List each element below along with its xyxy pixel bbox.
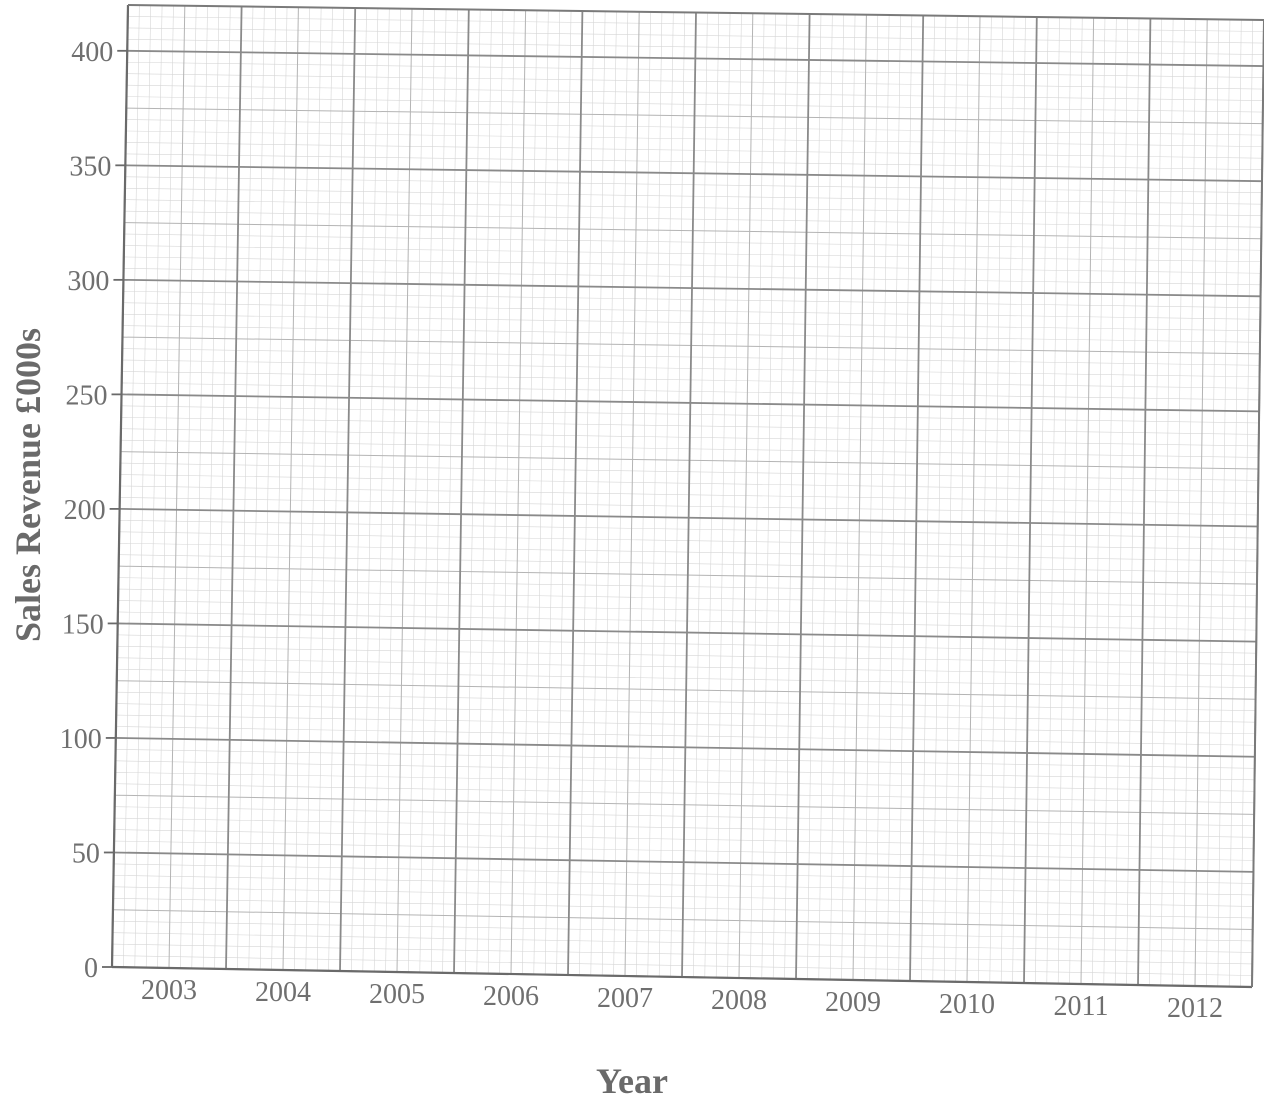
plot-right-border — [1251, 19, 1264, 988]
y-tick-label: 0 — [84, 953, 98, 984]
y-axis-line — [110, 4, 130, 968]
y-tick-label: 300 — [67, 266, 109, 297]
y-tick-label: 400 — [71, 37, 113, 68]
x-tick-label: 2010 — [939, 989, 995, 1020]
medium-grid — [112, 5, 1263, 987]
x-tick-label: 2005 — [369, 979, 425, 1010]
x-tick-label: 2004 — [255, 977, 311, 1008]
x-tick-label: 2011 — [1054, 991, 1109, 1022]
x-tick-label: 2006 — [483, 981, 539, 1012]
major-grid-hline — [113, 851, 1254, 873]
y-tick-labels: 0 50 100 150 200 250 300 350 400 — [60, 37, 113, 984]
y-tick-label: 250 — [66, 380, 108, 411]
x-tick-label: 2008 — [711, 985, 767, 1016]
x-tick-label: 2007 — [597, 983, 653, 1014]
x-axis-title: Year — [596, 1061, 668, 1100]
y-tick-label: 150 — [62, 609, 104, 640]
major-grid-hline — [123, 278, 1261, 298]
y-tick-label: 50 — [72, 838, 100, 869]
y-tick-label: 350 — [69, 151, 111, 182]
x-axis-line — [111, 965, 1253, 989]
major-grid-hline — [117, 622, 1257, 643]
y-tick-label: 200 — [64, 495, 106, 526]
major-grid-hline — [119, 508, 1258, 528]
x-tick-label: 2012 — [1167, 993, 1223, 1024]
axes — [102, 4, 1264, 989]
x-tick-label: 2003 — [141, 975, 197, 1006]
major-grid-hline — [121, 393, 1260, 413]
plot-top-border — [127, 4, 1264, 21]
y-tick-label: 100 — [60, 724, 102, 755]
x-tick-labels: 2003 2004 2005 2006 2007 2008 2009 2010 2011 2012 — [141, 975, 1223, 1024]
x-tick-label: 2009 — [825, 987, 881, 1018]
major-grid-hline — [125, 164, 1263, 183]
y-axis-title: Sales Revenue £000s — [8, 328, 48, 642]
major-grid-hline — [115, 737, 1255, 758]
major-grid-hline — [127, 49, 1264, 67]
